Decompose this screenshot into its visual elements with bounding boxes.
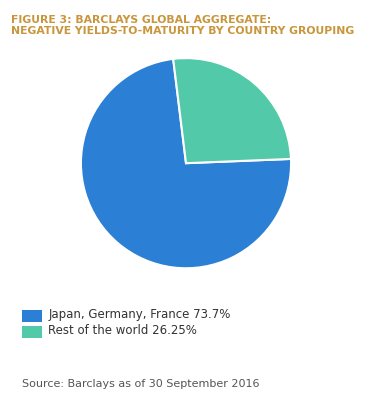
Text: Rest of the world 26.25%: Rest of the world 26.25% [48, 324, 197, 338]
Text: Japan, Germany, France 73.7%: Japan, Germany, France 73.7% [48, 308, 231, 322]
Text: Source: Barclays as of 30 September 2016: Source: Barclays as of 30 September 2016 [22, 379, 260, 389]
Wedge shape [173, 58, 291, 163]
Text: NEGATIVE YIELDS-TO-MATURITY BY COUNTRY GROUPING: NEGATIVE YIELDS-TO-MATURITY BY COUNTRY G… [11, 26, 355, 36]
Text: FIGURE 3: BARCLAYS GLOBAL AGGREGATE:: FIGURE 3: BARCLAYS GLOBAL AGGREGATE: [11, 15, 272, 25]
Wedge shape [81, 59, 291, 268]
